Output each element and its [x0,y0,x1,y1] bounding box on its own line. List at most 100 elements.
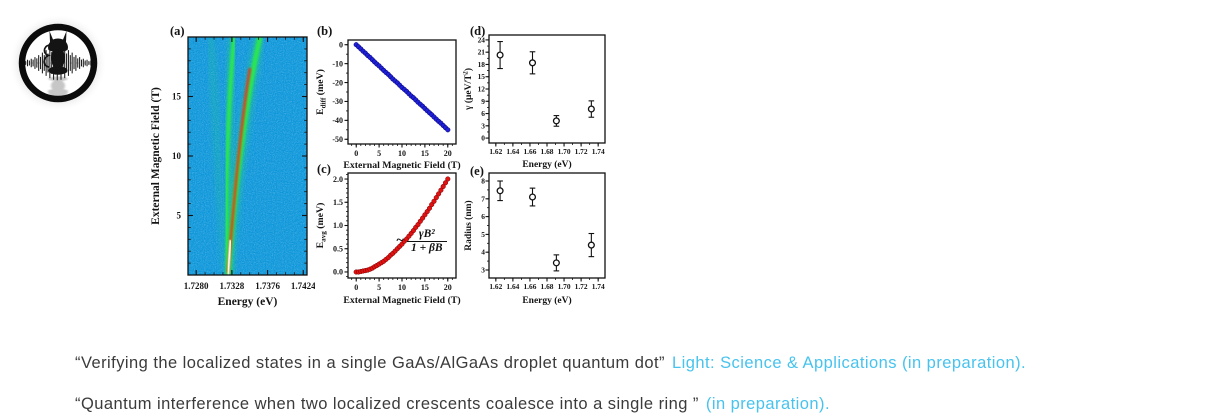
x-tick-label: 1.7328 [220,281,245,291]
y-tick-label: 3 [481,266,485,275]
x-tick-label: 10 [398,149,406,158]
data-point [433,195,439,201]
data-point [431,198,437,204]
panel-a-heatmap: 1.7280 1.7328 1.7376 1.7424 5 10 15 Energy (eV)… [150,24,315,308]
data-point [445,176,451,182]
white-core [226,239,232,275]
y-tick-label: -20 [332,78,343,87]
x-tick-label: 1.62 [489,147,502,156]
cat-sound-logo [10,15,106,111]
y-tick-label: 7 [481,194,485,203]
x-tick-label: 1.74 [592,282,605,291]
y-tick-label: 15 [172,92,182,102]
y-axis-label: Radius (nm) [463,200,474,250]
formula-numerator: γB² [418,228,435,240]
y-tick-label: 15 [478,72,486,81]
y-tick-label: -10 [332,59,343,68]
citation-2-venue: (in preparation). [705,394,831,413]
x-tick-label: 1.74 [592,147,605,156]
data-point [528,59,537,67]
logo-panel [8,12,108,112]
y-tick-label: -50 [332,135,343,144]
panel-e: 1.62 1.64 1.66 1.68 1.70 1.72 1.74 3 4 5 6 7 8 Energy… [463,160,625,312]
y-tick-label: 0.0 [333,268,343,277]
heatmap-art [188,37,307,275]
data-point [587,241,595,249]
x-tick-label: 5 [377,283,381,292]
x-axis-label: Energy (eV) [218,296,278,308]
data-point [438,187,444,193]
x-tick-label: 1.64 [506,147,519,156]
y-tick-label: 18 [478,60,486,69]
x-tick-label: 5 [377,149,381,158]
panel-e-errorbar: 1.62 1.64 1.66 1.68 1.70 1.72 1.74 3 4 5 6 7 8 Energy… [463,164,606,306]
cat-silhouette [48,31,68,96]
panel-d: 1.62 1.64 1.66 1.68 1.70 1.72 1.74 0 3 6 9 12 15 18 21… [463,20,625,170]
x-tick-label: 15 [421,283,429,292]
x-tick-label: 1.7376 [255,281,280,291]
x-tick-label: 1.64 [506,282,519,291]
y-tick-label: 24 [478,35,486,44]
citation-line-2: “Quantum interference when two localized… [75,395,830,414]
x-tick-label: 1.7424 [291,281,315,291]
data-point [440,183,446,190]
x-tick-label: 1.68 [541,282,554,291]
y-tick-label: 12 [478,85,486,94]
panel-label: (c) [317,162,331,176]
x-tick-label: 1.66 [523,282,536,291]
x-axis-label: Energy (eV) [522,295,571,306]
x-tick-label: 1.72 [575,282,588,291]
panel-label: (e) [470,164,484,178]
y-tick-label: 6 [481,212,485,221]
y-tick-label: 1.5 [333,198,343,207]
y-tick-label: 5 [177,211,182,221]
y-tick-label: 2.0 [333,175,343,184]
citation-2-title: “Quantum interference when two localized… [75,394,699,413]
formula-fraction: γB² 1 + βB [406,228,447,255]
citation-1-title: “Verifying the localized states in a sin… [75,353,665,372]
panel-label: (b) [317,24,332,38]
y-tick-label: 21 [478,48,486,57]
clef-curl [43,44,52,68]
x-tick-label: 20 [444,149,452,158]
panel-a: 1.7280 1.7328 1.7376 1.7424 5 10 15 Energy (eV)… [150,18,315,318]
citation-line-1: “Verifying the localized states in a sin… [75,354,1026,373]
x-axis-label: External Magnetic Field (T) [343,295,460,306]
plot-frame [347,39,457,145]
y-axis-label: γ (μeV/T2) [463,68,474,111]
x-tick-label: 0 [354,283,358,292]
y-tick-label: 1.0 [333,221,343,230]
panel-label: (a) [170,24,185,38]
y-axis-label: External Magnetic Field (T) [150,87,162,225]
data-point [442,180,449,186]
data-point [496,187,504,195]
data-point [587,105,595,113]
data-point [426,205,433,211]
data-point [445,127,451,133]
y-tick-label: -40 [332,116,343,125]
x-tick-label: 15 [421,149,429,158]
formula-denominator: 1 + βB [406,240,447,255]
y-tick-label: 0 [339,40,343,49]
y-tick-label: 5 [481,230,485,239]
y-tick-label: 6 [481,109,485,118]
fit-formula: ~ γB² 1 + βB [396,228,447,255]
y-axis-label: Ediff (meV) [315,69,328,115]
formula-tilde: ~ [396,233,404,249]
x-tick-label: 1.70 [558,282,571,291]
x-tick-label: 1.72 [575,147,588,156]
y-tick-label: 9 [481,97,485,106]
y-tick-label: 4 [481,248,485,257]
citation-1-venue: Light: Science & Applications (in prepar… [672,353,1027,372]
x-tick-label: 1.68 [541,147,554,156]
plot-frame [488,34,606,144]
panel-label: (d) [470,24,485,38]
panel-d-errorbar: 1.62 1.64 1.66 1.68 1.70 1.72 1.74 0 3 6 9 12 15 18 21… [463,24,606,170]
y-tick-label: 8 [481,177,485,186]
data-point [436,191,442,197]
panel-b-scatter: 0 5 10 15 20 0 -10 -20 -30 -40 -50 External Magneti… [315,24,461,171]
y-tick-label: 3 [481,121,485,130]
x-axis-label: Energy (eV) [522,159,571,170]
x-tick-label: 0 [354,149,358,158]
